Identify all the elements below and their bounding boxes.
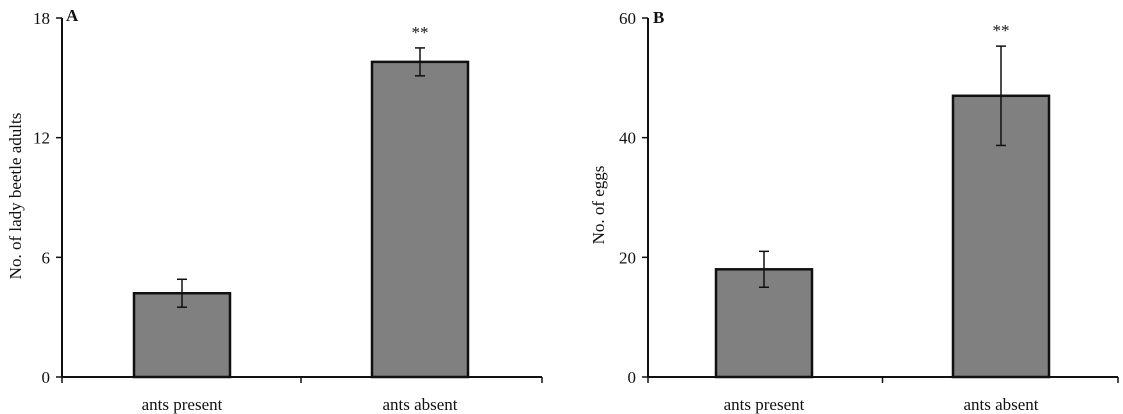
y-tick-label: 60 — [619, 9, 636, 28]
x-tick-label: ants absent — [382, 395, 457, 414]
panel-letter: B — [653, 8, 664, 27]
panel-b: B No. of eggs 0 20 40 60 ** ants present ant… — [589, 8, 1118, 414]
y-axis-title: No. of lady beetle adults — [6, 113, 25, 280]
y-tick-label: 40 — [619, 129, 636, 148]
y-tick-label: 0 — [42, 368, 51, 387]
panel-a: A No. of lady beetle adults 0 6 12 18 ** an… — [6, 6, 542, 414]
y-axis-title: No. of eggs — [589, 166, 608, 245]
y-tick-label: 0 — [628, 368, 637, 387]
x-tick-label: ants present — [142, 395, 223, 414]
x-tick-label: ants present — [724, 395, 805, 414]
y-tick-label: 20 — [619, 248, 636, 267]
significance-label: ** — [993, 21, 1010, 40]
significance-label: ** — [412, 23, 429, 42]
y-tick-label: 12 — [33, 129, 50, 148]
panel-letter: A — [66, 6, 79, 25]
bar — [372, 62, 468, 377]
y-tick-label: 6 — [42, 248, 51, 267]
x-tick-label: ants absent — [963, 395, 1038, 414]
y-tick-label: 18 — [33, 9, 50, 28]
